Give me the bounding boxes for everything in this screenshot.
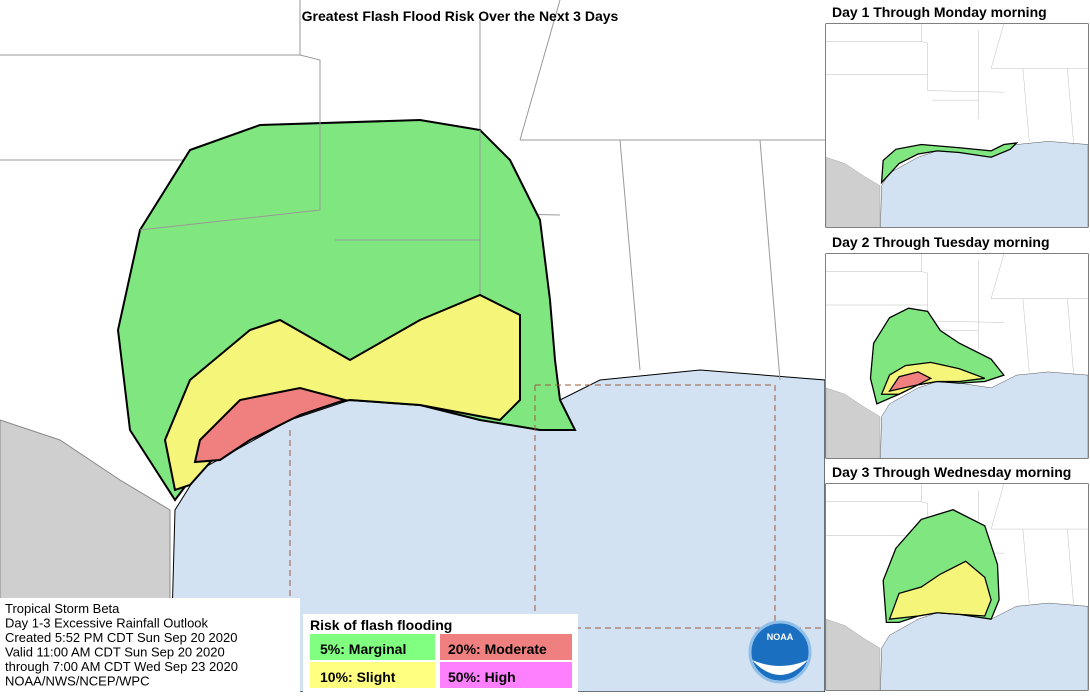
legend-swatch: [440, 634, 572, 660]
legend-swatch: [310, 662, 435, 688]
legend-swatch: [440, 662, 572, 688]
info-line: Valid 11:00 AM CDT Sun Sep 20 2020: [5, 645, 225, 660]
panel-title: Day 2 Through Tuesday morning: [832, 234, 1050, 250]
legend-item: 50%: High: [448, 669, 516, 685]
legend-title: Risk of flash flooding: [310, 617, 452, 633]
map-title: Greatest Flash Flood Risk Over the Next …: [302, 8, 619, 24]
day1-panel: Day 1 Through Monday morning: [825, 4, 1089, 228]
panel-title: Day 1 Through Monday morning: [832, 4, 1047, 20]
day2-panel: Day 2 Through Tuesday morning: [825, 234, 1089, 459]
legend-item: 10%: Slight: [320, 669, 396, 685]
legend: Risk of flash flooding 5%: Marginal 20%:…: [303, 614, 578, 692]
info-line: Day 1-3 Excessive Rainfall Outlook: [5, 616, 209, 631]
panel-title: Day 3 Through Wednesday morning: [832, 464, 1071, 480]
info-line: through 7:00 AM CDT Wed Sep 23 2020: [5, 659, 238, 674]
legend-swatch: [310, 634, 435, 660]
moderate-risk-area: [193, 386, 349, 464]
day3-panel: Day 3 Through Wednesday morning: [825, 464, 1089, 691]
main-map: Greatest Flash Flood Risk Over the Next …: [0, 0, 826, 693]
noaa-logo: NOAA: [748, 620, 812, 684]
info-line: Created 5:52 PM CDT Sun Sep 20 2020: [5, 630, 237, 645]
info-line: Tropical Storm Beta: [5, 601, 120, 616]
info-line: NOAA/NWS/NCEP/WPC: [5, 674, 149, 689]
legend-item: 5%: Marginal: [320, 641, 406, 657]
logo-text: NOAA: [767, 632, 794, 642]
legend-item: 20%: Moderate: [448, 641, 547, 657]
